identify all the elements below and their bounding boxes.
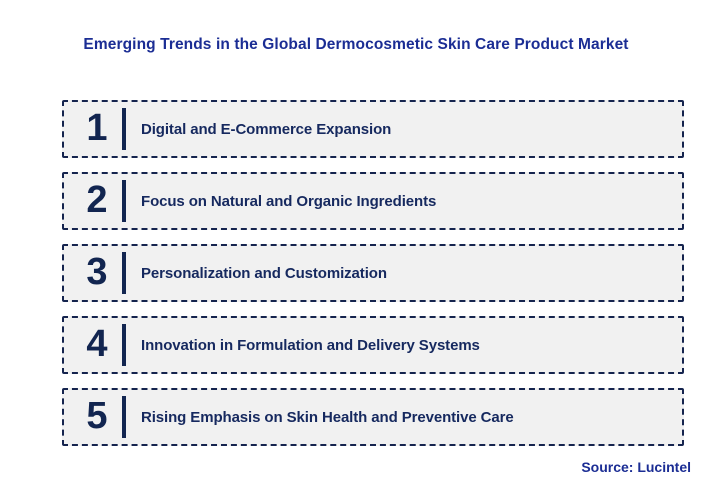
trend-label: Innovation in Formulation and Delivery S…: [141, 336, 480, 354]
trend-number: 4: [86, 323, 108, 365]
trend-label: Personalization and Customization: [141, 264, 387, 282]
divider-bar: [122, 180, 126, 222]
source-credit: Source: Lucintel: [581, 459, 691, 475]
divider-bar: [122, 324, 126, 366]
trend-row-5: 5 Rising Emphasis on Skin Health and Pre…: [62, 388, 684, 446]
divider-bar: [122, 108, 126, 150]
trend-label: Digital and E-Commerce Expansion: [141, 120, 392, 138]
trend-label: Rising Emphasis on Skin Health and Preve…: [141, 408, 514, 426]
divider-bar: [122, 252, 126, 294]
trend-row-3: 3 Personalization and Customization: [62, 244, 684, 302]
trend-number: 2: [86, 179, 108, 221]
trend-number: 5: [86, 395, 108, 437]
trend-number: 3: [86, 251, 108, 293]
trend-list: 1 Digital and E-Commerce Expansion 2 Foc…: [62, 100, 684, 460]
trend-number: 1: [86, 107, 108, 149]
trend-row-4: 4 Innovation in Formulation and Delivery…: [62, 316, 684, 374]
trend-label: Focus on Natural and Organic Ingredients: [141, 192, 437, 210]
trend-row-2: 2 Focus on Natural and Organic Ingredien…: [62, 172, 684, 230]
trend-row-1: 1 Digital and E-Commerce Expansion: [62, 100, 684, 158]
page-title: Emerging Trends in the Global Dermocosme…: [83, 36, 629, 53]
divider-bar: [122, 396, 126, 438]
